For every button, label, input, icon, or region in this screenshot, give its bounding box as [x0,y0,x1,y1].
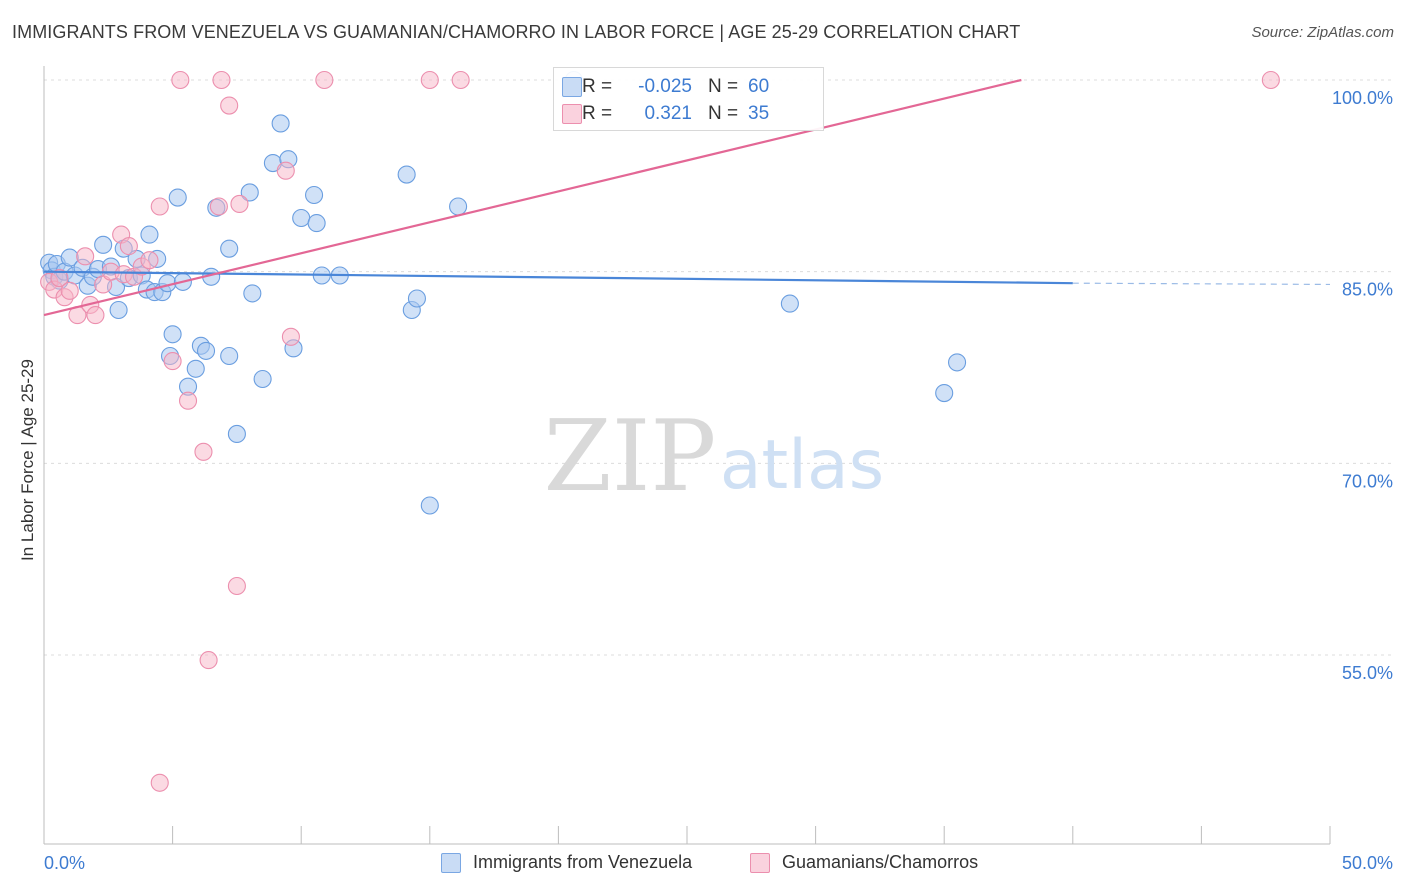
n-label: N = [708,103,739,124]
chart-title: IMMIGRANTS FROM VENEZUELA VS GUAMANIAN/C… [12,22,1021,42]
data-point-guamanian [276,161,295,180]
data-point-guamanian [119,237,138,256]
data-point-venezuela [271,114,290,133]
data-point-guamanian [281,327,300,346]
data-point-venezuela [397,165,416,184]
grid-lines [44,79,1395,656]
data-point-venezuela [292,208,311,228]
data-point-venezuela [163,325,182,344]
data-point-guamanian [171,70,190,90]
trend-line-guamanian [43,78,1022,317]
data-point-guamanian [178,391,198,410]
data-point-venezuela [449,197,468,216]
legend-label-venezuela: Immigrants from Venezuela [473,852,693,872]
data-point-guamanian [230,194,249,213]
data-point-guamanian [199,651,218,670]
data-point-venezuela [243,284,262,303]
data-point-guamanian [315,70,334,90]
data-point-guamanian [227,576,246,596]
data-point-guamanian [420,70,439,90]
y-tick-label: 55.0% [1342,663,1393,683]
data-point-guamanian [76,247,95,266]
data-point-guamanian [150,197,169,216]
r-label: R = [582,103,613,124]
data-point-venezuela [307,214,326,233]
r-value: -0.025 [638,76,692,97]
data-point-venezuela [220,239,239,258]
tick-labels: 55.0% 70.0% 85.0% 100.0% 0.0% 50.0% [44,88,1393,873]
data-point-venezuela [94,235,113,254]
data-point-venezuela [140,225,159,244]
watermark-atlas: atlas [720,426,884,505]
legend-item-venezuela[interactable]: Immigrants from Venezuela [441,852,692,873]
data-point-guamanian [212,70,231,90]
data-point-guamanian [1261,70,1280,90]
n-label: N = [708,76,739,97]
data-point-venezuela [196,341,216,360]
data-point-guamanian [50,269,69,288]
data-point-guamanian [209,197,228,216]
y-tick-label: 100.0% [1332,88,1393,108]
data-point-venezuela [948,353,967,372]
r-label: R = [582,76,613,97]
data-point-guamanian [86,306,105,325]
legend-item-guamanian[interactable]: Guamanians/Chamorros [750,852,978,873]
y-tick-label: 85.0% [1342,280,1393,300]
data-point-venezuela [407,289,426,308]
y-tick-label: 70.0% [1342,471,1393,491]
trend-lines [43,78,1331,317]
stats-row-venezuela: R = -0.025 N = 60 [562,74,770,100]
x-tick-label: 0.0% [44,853,85,873]
r-value: 0.321 [644,103,692,124]
data-point-venezuela [305,185,324,205]
axes [43,66,1331,845]
swatch-pink [562,104,582,124]
legend-swatch-blue [441,852,461,873]
y-axis-label: In Labor Force | Age 25-29 [18,359,37,561]
data-point-guamanian [140,251,159,270]
n-value: 35 [748,103,770,124]
data-point-guamanian [150,773,169,792]
n-value: 60 [748,76,770,97]
legend-swatch-pink [750,852,770,873]
data-point-venezuela [240,183,259,202]
data-point-venezuela [935,384,954,403]
x-tick-label: 50.0% [1342,853,1393,873]
data-point-venezuela [109,300,128,320]
source-label: Source: ZipAtlas.com [1251,24,1394,41]
stats-row-guamanian: R = 0.321 N = 35 [562,101,770,127]
data-point-venezuela [186,359,205,378]
data-point-guamanian [220,96,239,115]
trend-extension-venezuela [1072,282,1331,286]
data-point-venezuela [420,496,439,515]
data-point-guamanian [163,352,182,371]
watermark-zip: ZIP [544,400,717,514]
data-point-venezuela [168,188,187,207]
data-point-venezuela [227,424,246,443]
swatch-blue [562,77,582,97]
data-point-guamanian [451,70,470,90]
series-guamanian-points [40,70,1280,792]
data-point-guamanian [194,442,213,461]
data-point-venezuela [780,294,799,313]
data-point-venezuela [220,346,239,366]
data-point-venezuela [253,369,272,389]
legend-label-guamanian: Guamanians/Chamorros [782,852,979,872]
stats-legend: R = -0.025 N = 60 R = 0.321 N = 35 [553,67,824,131]
data-point-guamanian [60,281,79,300]
